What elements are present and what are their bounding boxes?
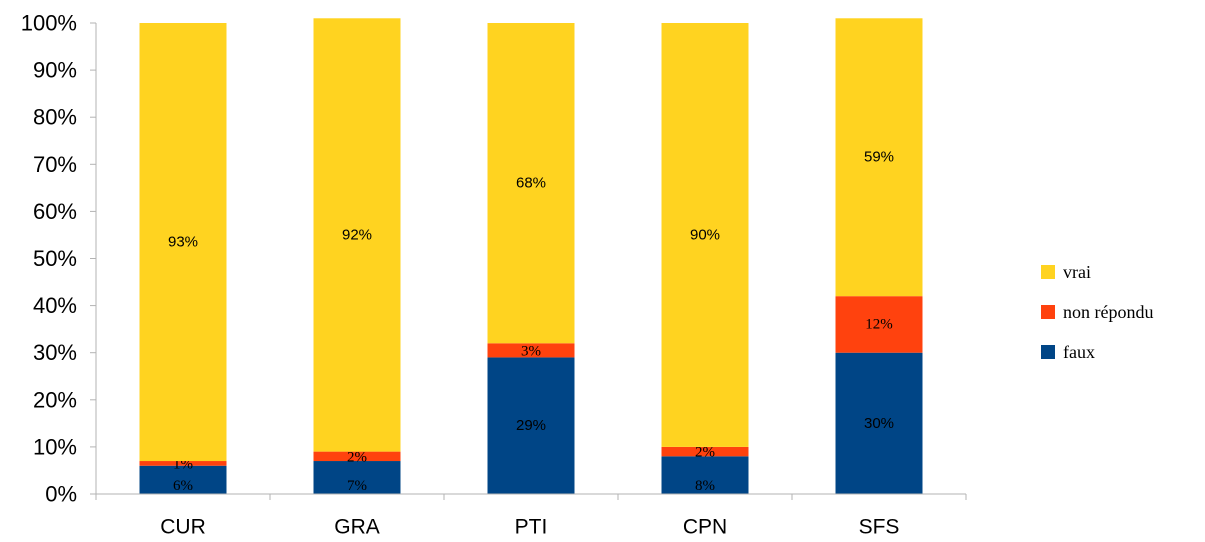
data-label: 68% <box>516 175 546 192</box>
x-tick-label: PTI <box>515 516 548 539</box>
y-tick-label: 30% <box>33 340 77 365</box>
y-tick-label: 80% <box>33 105 77 130</box>
x-tick-label: GRA <box>334 516 380 539</box>
bar-cur-faux <box>139 465 227 494</box>
legend-label: faux <box>1063 342 1095 362</box>
bar-gra-faux <box>313 461 401 494</box>
bar-cur-vrai <box>139 23 227 462</box>
legend-swatch-vrai <box>1041 265 1055 279</box>
bar-pti-vrai <box>487 23 575 344</box>
bar-cur-non-répondu <box>139 461 227 466</box>
bar-gra-vrai <box>313 18 401 452</box>
data-label: 3% <box>521 343 541 359</box>
bar-sfs-vrai <box>835 18 923 297</box>
data-label: 93% <box>168 234 198 251</box>
bar-cpn-vrai <box>661 23 749 447</box>
data-label: 7% <box>347 478 367 494</box>
y-tick-label: 70% <box>33 152 77 177</box>
data-label: 30% <box>864 415 894 432</box>
data-label: 90% <box>690 226 720 243</box>
y-tick-label: 0% <box>45 482 77 507</box>
bar-pti-non-répondu <box>487 343 575 358</box>
plot-area: 6%1%93%7%2%92%29%3%68%8%2%90%30%12%59% <box>139 18 923 494</box>
y-tick-label: 90% <box>33 58 77 83</box>
legend-label: vrai <box>1063 262 1091 282</box>
bar-pti-faux <box>487 357 575 494</box>
data-label: 29% <box>516 417 546 434</box>
y-tick-label: 10% <box>33 434 77 459</box>
bar-cpn-non-répondu <box>661 446 749 457</box>
data-label: 8% <box>695 478 715 494</box>
y-tick-label: 40% <box>33 293 77 318</box>
y-tick-label: 60% <box>33 199 77 224</box>
data-label: 2% <box>695 445 715 461</box>
y-tick-label: 100% <box>21 11 77 36</box>
legend: vrai non répondu faux <box>1041 262 1153 362</box>
data-label: 12% <box>865 316 893 332</box>
data-label: 59% <box>864 149 894 166</box>
y-axis: 0% 10% 20% 30% 40% 50% 60% 70% 80% 90% 100% <box>21 11 97 507</box>
x-tick-label: CPN <box>683 516 727 539</box>
legend-swatch-faux <box>1041 345 1055 359</box>
y-tick-label: 50% <box>33 246 77 271</box>
legend-label: non répondu <box>1063 302 1153 322</box>
bar-gra-non-répondu <box>313 451 401 462</box>
data-label: 92% <box>342 226 372 243</box>
x-tick-label: SFS <box>859 516 900 539</box>
bar-cpn-faux <box>661 456 749 494</box>
bar-sfs-faux <box>835 352 923 494</box>
x-axis: CUR GRA PTI CPN SFS <box>95 493 967 539</box>
x-tick-label: CUR <box>160 516 206 539</box>
data-label: 6% <box>173 478 193 494</box>
data-label: 2% <box>347 449 367 465</box>
y-tick-label: 20% <box>33 387 77 412</box>
legend-swatch-non-répondu <box>1041 305 1055 319</box>
bar-sfs-non-répondu <box>835 296 923 353</box>
